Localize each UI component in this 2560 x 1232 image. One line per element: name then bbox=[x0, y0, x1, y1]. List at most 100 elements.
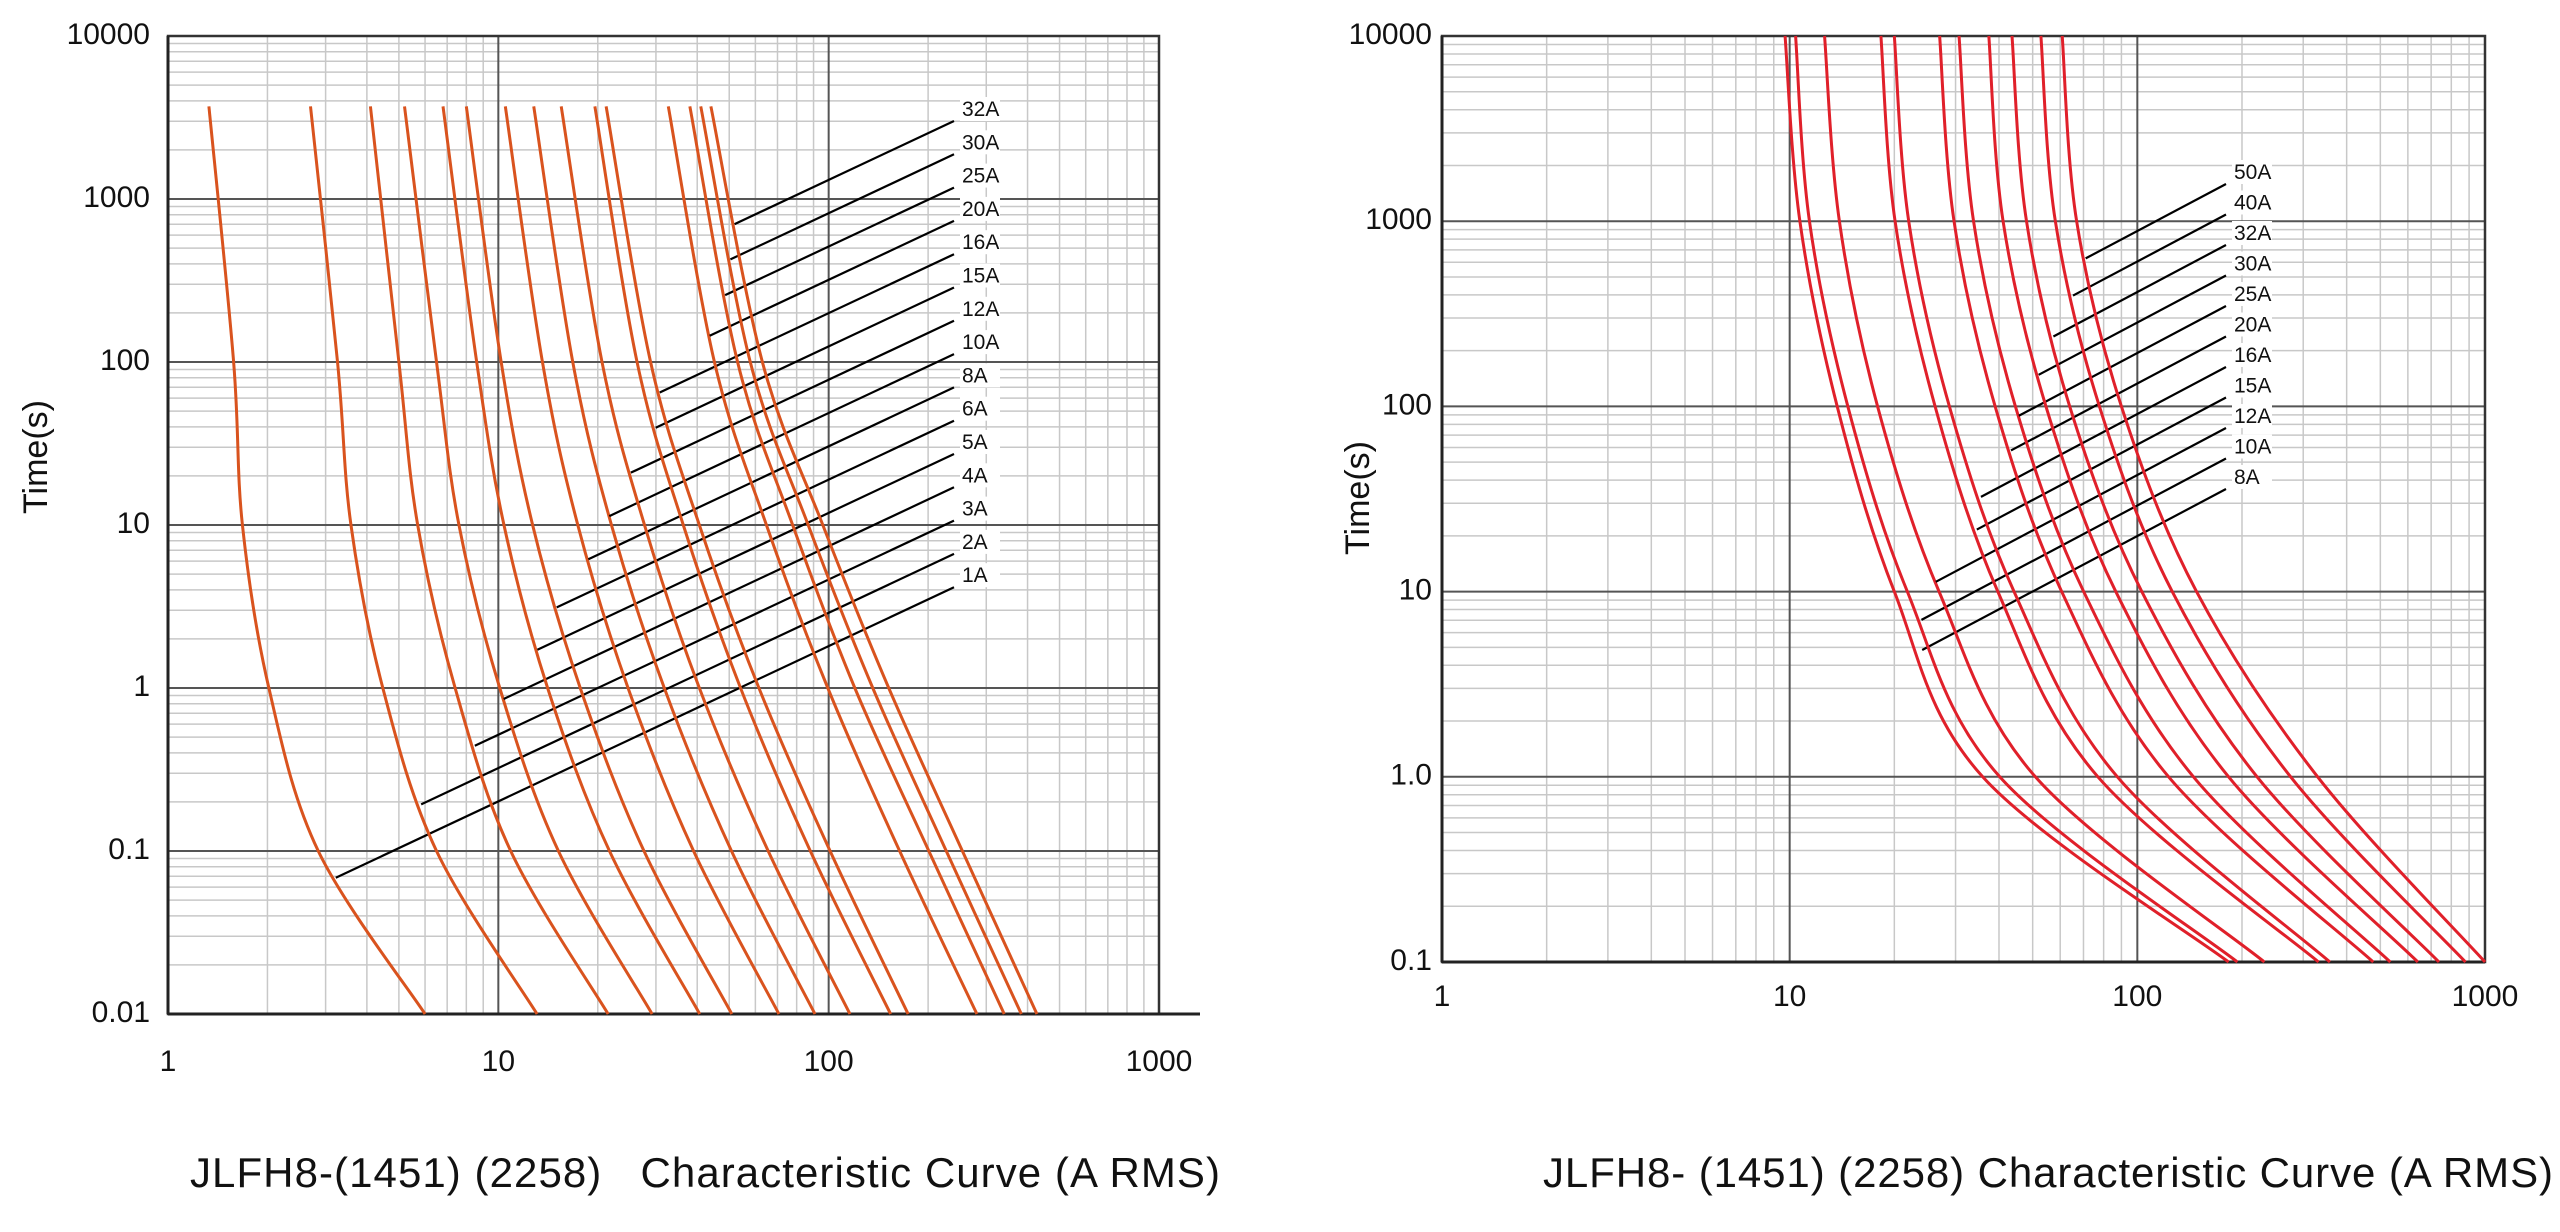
curve bbox=[1823, 35, 2266, 964]
series-label: 30A bbox=[962, 131, 999, 154]
leader-line bbox=[587, 386, 955, 561]
curve bbox=[1987, 35, 2419, 964]
curve bbox=[593, 106, 892, 1015]
y-tick-label: 10000 bbox=[67, 18, 150, 51]
leader-line bbox=[1980, 366, 2227, 498]
leader-line bbox=[503, 486, 955, 700]
curve bbox=[403, 106, 654, 1015]
curve bbox=[688, 106, 1006, 1015]
leader-line bbox=[655, 286, 955, 429]
x-tick-label: 10 bbox=[482, 1045, 515, 1078]
label-bg bbox=[2232, 190, 2272, 215]
label-bg bbox=[960, 163, 1000, 188]
label-bg bbox=[960, 529, 1000, 554]
label-bg bbox=[960, 196, 1000, 221]
label-bg bbox=[960, 296, 1000, 321]
curve bbox=[532, 106, 817, 1015]
y-tick-label: 0.1 bbox=[1390, 944, 1432, 977]
curve bbox=[1892, 35, 2331, 964]
x-tick-label: 10 bbox=[1773, 980, 1806, 1013]
series-label: 16A bbox=[2234, 344, 2271, 367]
series-label: 4A bbox=[962, 464, 988, 487]
leader-line bbox=[659, 253, 955, 394]
y-tick-label: 1.0 bbox=[1390, 759, 1432, 792]
leader-line bbox=[608, 353, 955, 518]
leader-line bbox=[734, 120, 955, 226]
y-tick-label: 1000 bbox=[83, 181, 150, 214]
leader-line bbox=[1920, 457, 2227, 621]
series-label: 1A bbox=[962, 564, 988, 587]
label-bg bbox=[960, 563, 1000, 588]
x-tick-label: 1 bbox=[1434, 980, 1451, 1013]
curve bbox=[441, 106, 702, 1015]
series-label: 10A bbox=[962, 331, 999, 354]
label-bg bbox=[960, 363, 1000, 388]
y-tick-label: 10000 bbox=[1349, 18, 1432, 51]
series-label: 50A bbox=[2234, 161, 2271, 184]
label-bg bbox=[2232, 282, 2272, 306]
y-tick-label: 10 bbox=[1399, 574, 1432, 607]
curve bbox=[207, 106, 427, 1015]
series-label: 10A bbox=[2234, 436, 2271, 459]
label-bg bbox=[960, 130, 1000, 155]
label-bg bbox=[960, 230, 1000, 255]
label-bg bbox=[960, 430, 1000, 454]
series-label: 25A bbox=[962, 165, 999, 188]
curve bbox=[2010, 35, 2440, 964]
label-bg bbox=[2232, 251, 2272, 276]
series-label: 20A bbox=[2234, 314, 2271, 337]
curve bbox=[2060, 35, 2487, 964]
series-label: 15A bbox=[962, 265, 999, 288]
curve bbox=[464, 106, 734, 1015]
curve bbox=[1957, 35, 2392, 964]
leader-line bbox=[2072, 213, 2227, 297]
leader-line bbox=[420, 552, 955, 806]
y-tick-label: 0.1 bbox=[108, 833, 150, 866]
label-bg bbox=[960, 330, 1000, 355]
curve bbox=[1938, 35, 2375, 964]
series-label: 32A bbox=[962, 98, 999, 121]
series-label: 15A bbox=[2234, 375, 2271, 398]
series-label: 12A bbox=[962, 298, 999, 321]
label-bg bbox=[960, 463, 1000, 488]
curve bbox=[559, 106, 852, 1015]
y-tick-label: 100 bbox=[100, 344, 150, 377]
series-label: 30A bbox=[2234, 253, 2271, 276]
curve bbox=[709, 106, 1039, 1015]
curve bbox=[368, 106, 610, 1015]
leader-line bbox=[556, 419, 955, 609]
curve bbox=[1783, 35, 2230, 964]
series-label: 40A bbox=[2234, 192, 2271, 215]
series-label: 3A bbox=[962, 498, 988, 521]
label-bg bbox=[2232, 465, 2272, 489]
label-bg bbox=[2232, 221, 2272, 245]
leader-line bbox=[2038, 274, 2227, 376]
series-label: 2A bbox=[962, 531, 988, 554]
label-bg bbox=[960, 496, 1000, 521]
x-axis-label: JLFH8- (1451) (2258) Characteristic Curv… bbox=[1543, 1149, 2553, 1196]
label-bg bbox=[960, 97, 1000, 121]
label-bg bbox=[960, 396, 1000, 421]
series-label: 25A bbox=[2234, 283, 2271, 306]
series-label: 8A bbox=[962, 364, 988, 387]
curve bbox=[1794, 35, 2239, 964]
leader-line bbox=[536, 453, 955, 651]
series-label: 8A bbox=[2234, 466, 2260, 489]
leader-line bbox=[729, 153, 955, 261]
label-bg bbox=[2232, 404, 2272, 428]
curve bbox=[309, 106, 539, 1015]
curve bbox=[604, 106, 910, 1015]
leader-line bbox=[2052, 244, 2227, 338]
series-label: 5A bbox=[962, 431, 988, 454]
series-label: 6A bbox=[962, 398, 988, 421]
leader-line bbox=[630, 319, 955, 474]
label-bg bbox=[2232, 312, 2272, 337]
curve bbox=[503, 106, 781, 1015]
curve bbox=[666, 106, 979, 1015]
label-bg bbox=[2232, 434, 2272, 459]
y-tick-label: 10 bbox=[117, 507, 150, 540]
label-bg bbox=[2232, 373, 2272, 398]
x-axis-label: JLFH8-(1451) (2258) Characteristic Curve… bbox=[190, 1149, 1220, 1196]
